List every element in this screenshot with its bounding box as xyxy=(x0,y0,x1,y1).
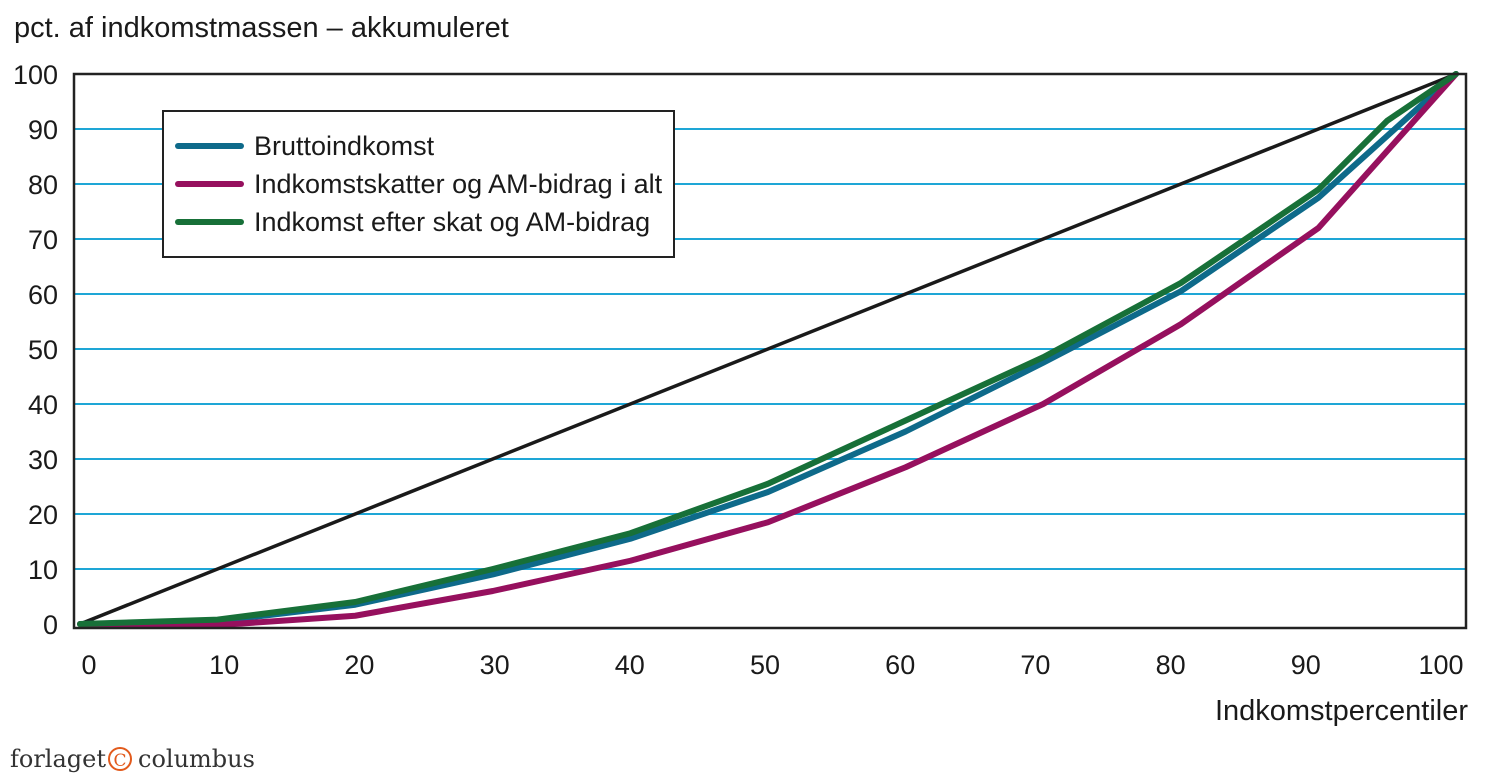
y-tick-label: 20 xyxy=(28,500,58,530)
x-tick-labels: 0 10 20 30 40 50 60 70 80 90 100 xyxy=(81,650,1463,680)
publisher-name-left: forlaget xyxy=(10,745,106,773)
y-tick-labels: 0 10 20 30 40 50 60 70 80 90 100 xyxy=(13,60,58,640)
copyright-circle-icon xyxy=(108,747,132,771)
legend-label: Indkomstskatter og AM-bidrag i alt xyxy=(254,169,663,199)
x-tick-label: 60 xyxy=(885,650,915,680)
x-tick-label: 0 xyxy=(81,650,96,680)
y-tick-label: 0 xyxy=(43,610,58,640)
legend-label: Bruttoindkomst xyxy=(254,131,435,161)
y-tick-label: 30 xyxy=(28,445,58,475)
y-tick-label: 100 xyxy=(13,60,58,90)
x-tick-label: 30 xyxy=(480,650,510,680)
x-tick-label: 70 xyxy=(1020,650,1050,680)
legend-label: Indkomst efter skat og AM-bidrag xyxy=(254,207,650,237)
y-tick-label: 50 xyxy=(28,335,58,365)
y-tick-label: 90 xyxy=(28,115,58,145)
publisher-logo: forlaget C columbus xyxy=(10,745,255,773)
series-lines xyxy=(77,71,1459,629)
x-tick-label: 20 xyxy=(344,650,374,680)
legend: Bruttoindkomst Indkomstskatter og AM-bidr… xyxy=(162,110,675,258)
y-tick-label: 80 xyxy=(28,170,58,200)
y-tick-label: 70 xyxy=(28,225,58,255)
y-tick-label: 10 xyxy=(28,555,58,585)
legend-box xyxy=(162,110,675,258)
y-tick-label: 40 xyxy=(28,390,58,420)
y-axis-title: pct. af indkomstmassen – akkumuleret xyxy=(14,12,509,44)
series-line-1 xyxy=(77,71,1459,629)
plot-frame xyxy=(72,72,1468,630)
equality-line xyxy=(79,72,1457,626)
x-tick-label: 90 xyxy=(1291,650,1321,680)
y-tick-label: 60 xyxy=(28,280,58,310)
copyright-letter: C xyxy=(113,751,126,771)
x-tick-label: 40 xyxy=(615,650,645,680)
x-tick-label: 50 xyxy=(750,650,780,680)
series-line-2 xyxy=(77,71,1459,627)
x-axis-title: Indkomstpercentiler xyxy=(1215,695,1468,727)
x-tick-label: 10 xyxy=(209,650,239,680)
publisher-name-right: columbus xyxy=(138,745,255,773)
x-tick-label: 100 xyxy=(1418,650,1463,680)
x-tick-label: 80 xyxy=(1156,650,1186,680)
